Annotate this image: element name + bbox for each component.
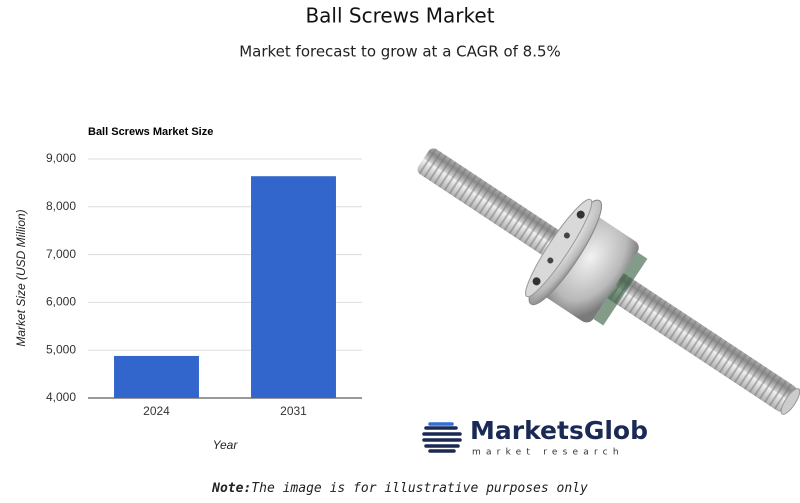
bar (251, 176, 336, 398)
logo-tagline: market research (472, 448, 624, 458)
y-tick-label: 4,000 (46, 390, 76, 404)
note: Note:The image is for illustrative purpo… (211, 481, 588, 496)
bar (114, 355, 199, 398)
y-axis-label: Market Size (USD Million) (14, 209, 28, 346)
y-tick-label: 5,000 (46, 342, 76, 356)
chart-title: Ball Screws Market Size (88, 126, 213, 138)
page-subtitle: Market forecast to grow at a CAGR of 8.5… (239, 43, 561, 61)
page-title: Ball Screws Market (305, 4, 494, 28)
chart: Ball Screws Market Size Year Market Size… (14, 126, 362, 452)
y-tick-label: 7,000 (46, 247, 76, 261)
note-text: The image is for illustrative purposes o… (251, 481, 588, 496)
logo-icon (422, 419, 462, 455)
y-tick-label: 9,000 (46, 151, 76, 165)
product-image (417, 148, 800, 415)
x-tick-label: 2024 (143, 404, 170, 418)
x-axis-label: Year (213, 438, 239, 452)
y-tick-label: 6,000 (46, 295, 76, 309)
logo: MarketsGlob market research (422, 416, 648, 458)
note-label: Note: (211, 481, 251, 496)
y-tick-label: 8,000 (46, 199, 76, 213)
x-tick-label: 2031 (280, 404, 307, 418)
logo-name: MarketsGlob (470, 416, 648, 445)
